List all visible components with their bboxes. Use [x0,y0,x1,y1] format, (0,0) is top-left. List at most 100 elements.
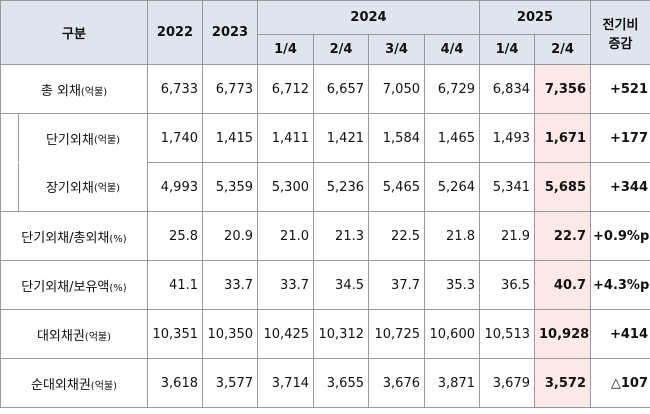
table-row: 단기외채 (억불) 1,740 1,415 1,411 1,421 1,584 1,465 1,… [0,113,650,163]
value-cell: 10,312 [313,309,369,359]
row-label: 단기외채/보유액(%) [2,276,147,295]
row-label-cell: 단기외채/보유액(%) [0,260,148,310]
value-cell: 4,993 [147,162,203,212]
value-cell: 6,712 [257,64,314,114]
row-label: 순대외채권(억불) [2,374,147,393]
row-unit: (%) [109,233,127,245]
value-cell: 10,928 [534,309,591,359]
value-cell: 5,685 [534,162,591,212]
row-label-text: 단기외채/총외채 [21,230,110,246]
row-label-cell: 장기외채 (억불) [0,162,148,212]
change-header-line: 증감 [608,36,633,52]
value-cell: 36.5 [479,260,535,310]
table-row: 단기외채/보유액(%) 41.1 33.7 33.7 34.5 37.7 35.3 36.5 4… [0,260,650,310]
row-label-text: 장기외채 [45,181,94,197]
value-cell: 6,657 [313,64,369,114]
row-label: 대외채권(억불) [2,325,147,344]
change-cell: △107 [590,358,650,408]
row-unit: (억불) [90,380,117,392]
value-cell: 5,341 [479,162,535,212]
value-cell: 10,600 [424,309,480,359]
value-cell: 3,655 [313,358,369,408]
value-cell: 3,577 [202,358,258,408]
row-unit: (억불) [84,331,112,343]
year-header: 2023 [202,0,258,65]
value-cell: 5,300 [257,162,314,212]
row-label-text: 총 외채 [40,83,81,99]
value-cell: 40.7 [534,260,591,310]
value-cell: 1,421 [313,113,369,163]
value-cell: 1,493 [479,113,535,163]
value-cell: 3,676 [368,358,425,408]
year-header: 2025 [479,0,591,35]
change-header-line: 전기비 [602,17,639,33]
value-cell: 33.7 [257,260,314,310]
change-cell: +344 [590,162,650,212]
value-cell: 37.7 [368,260,425,310]
row-label-text: 단기외채 [45,132,94,148]
value-cell: 3,618 [147,358,203,408]
value-cell: 21.8 [424,211,480,261]
value-cell: 10,513 [479,309,535,359]
header-cell: 구분 [0,0,148,65]
value-cell: 22.5 [368,211,425,261]
value-cell: 35.3 [424,260,480,310]
value-cell: 7,356 [534,64,591,114]
change-cell: +0.9%p [590,211,650,261]
value-cell: 5,359 [202,162,258,212]
row-unit: (%) [109,282,127,294]
value-cell: 34.5 [313,260,369,310]
value-cell: 21.3 [313,211,369,261]
value-cell: 22.7 [534,211,591,261]
value-cell: 3,572 [534,358,591,408]
value-cell: 3,714 [257,358,314,408]
row-unit: (억불) [80,86,108,98]
value-cell: 1,411 [257,113,314,163]
row-label: 단기외채 (억불) [18,114,147,163]
value-cell: 6,733 [147,64,203,114]
value-cell: 10,725 [368,309,425,359]
value-cell: 41.1 [147,260,203,310]
change-cell: +177 [590,113,650,163]
table-row: 대외채권(억불) 10,351 10,350 10,425 10,312 10,725 10… [0,309,650,359]
quarter-header: 1/4 [479,34,535,65]
value-cell: 25.8 [147,211,203,261]
row-label-cell: 순대외채권(억불) [0,358,148,408]
value-cell: 10,425 [257,309,314,359]
value-cell: 1,671 [534,113,591,163]
value-cell: 1,465 [424,113,480,163]
row-unit: (억불) [93,134,121,146]
row-label-cell: 단기외채/총외채(%) [0,211,148,261]
quarter-header: 4/4 [424,34,480,65]
value-cell: 5,236 [313,162,369,212]
value-cell: 10,351 [147,309,203,359]
value-cell: 5,264 [424,162,480,212]
quarter-row: 1/4 2/4 3/4 4/4 1/4 2/4 [1,34,650,65]
quarter-header: 2/4 [313,34,369,65]
table-body: 총 외채(억불) 6,733 6,773 6,712 6,657 7,050 6,729 6,… [0,64,650,408]
row-label-text: 단기외채/보유액 [21,279,110,295]
quarter-header: 2/4 [534,34,591,65]
value-cell: 33.7 [202,260,258,310]
table-row: 총 외채(억불) 6,733 6,773 6,712 6,657 7,050 6,729 6,… [0,64,650,114]
year-header: 2024 [257,0,480,35]
table-header: 구분 2022 2023 2024 2025 전기비 증감 1/4 2/4 3/4 4… [0,0,650,65]
table-row: 단기외채/총외채(%) 25.8 20.9 21.0 21.3 22.5 21.8 21.9 2… [0,211,650,261]
value-cell: 21.9 [479,211,535,261]
quarter-header: 1/4 [257,34,314,65]
value-cell: 7,050 [368,64,425,114]
row-label: 장기외채 (억불) [18,162,147,211]
value-cell: 1,415 [202,113,258,163]
change-cell: +414 [590,309,650,359]
row-unit: (억불) [93,183,121,195]
value-cell: 6,773 [202,64,258,114]
row-label-cell: 총 외채(억불) [0,64,148,114]
row-label: 총 외채(억불) [2,80,147,99]
value-cell: 10,350 [202,309,258,359]
row-label-text: 대외채권 [36,328,85,344]
change-cell: +521 [590,64,650,114]
value-cell: 20.9 [202,211,258,261]
value-cell: 6,834 [479,64,535,114]
